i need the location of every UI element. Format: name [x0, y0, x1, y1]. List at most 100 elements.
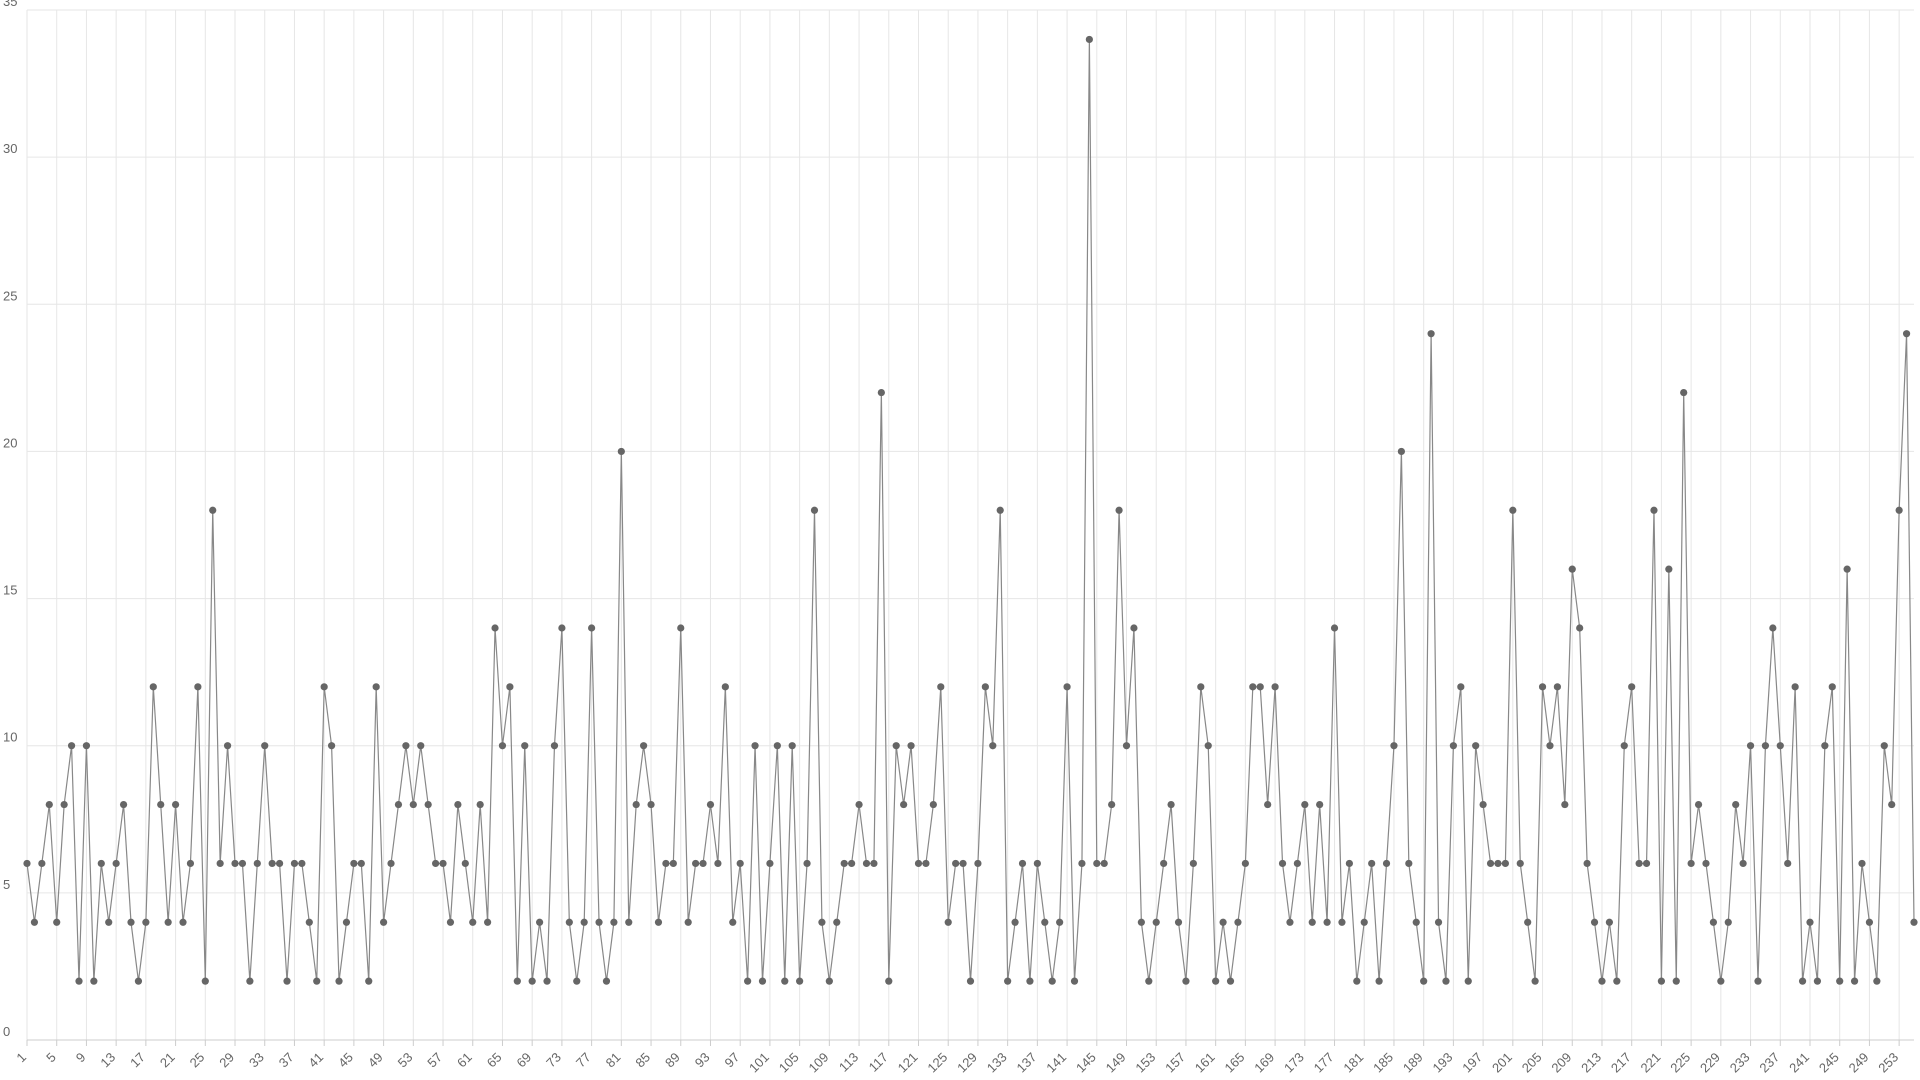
x-tick-label: 121	[895, 1050, 921, 1076]
x-tick-label: 17	[127, 1050, 148, 1071]
point	[632, 800, 640, 809]
point	[298, 859, 306, 868]
point	[1761, 742, 1770, 750]
point	[729, 918, 737, 926]
x-tick-label: 65	[484, 1050, 505, 1071]
point	[1368, 859, 1376, 868]
x-tick-label: 197	[1459, 1050, 1485, 1076]
point	[67, 742, 76, 750]
point	[1739, 859, 1747, 868]
x-tick-label: 157	[1162, 1050, 1188, 1076]
point	[1613, 977, 1621, 985]
point	[1605, 918, 1614, 926]
point	[929, 800, 937, 809]
point	[379, 918, 388, 926]
x-tick-label: 25	[187, 1050, 208, 1071]
point	[1249, 683, 1257, 691]
point	[1033, 859, 1041, 868]
point	[201, 977, 209, 985]
point	[1122, 742, 1131, 750]
point	[1516, 859, 1524, 868]
point	[469, 918, 477, 926]
point	[424, 800, 432, 809]
point	[394, 800, 403, 809]
point	[105, 918, 113, 926]
x-tick-label: 1	[13, 1050, 29, 1066]
y-tick-label: 0	[3, 1024, 10, 1039]
x-tick-label: 173	[1281, 1050, 1307, 1076]
x-tick-label: 69	[513, 1050, 534, 1071]
point	[870, 859, 878, 868]
point	[372, 683, 380, 691]
x-tick-label: 201	[1489, 1050, 1515, 1076]
y-tick-label: 20	[3, 435, 17, 450]
point	[1130, 624, 1138, 632]
point	[885, 977, 893, 985]
point	[1271, 683, 1279, 691]
x-tick-label: 33	[246, 1050, 267, 1071]
point	[1375, 977, 1383, 985]
point	[1145, 977, 1153, 985]
x-tick-label: 137	[1014, 1050, 1040, 1076]
point	[877, 388, 885, 397]
x-tick-label: 229	[1697, 1050, 1723, 1076]
point	[127, 918, 135, 926]
point	[1197, 683, 1205, 691]
point	[1219, 918, 1227, 926]
x-tick-label: 185	[1370, 1050, 1396, 1076]
point	[602, 977, 611, 985]
point	[350, 859, 358, 868]
point	[1895, 506, 1903, 514]
point	[1167, 800, 1175, 809]
point	[1078, 859, 1086, 868]
y-tick-label: 15	[3, 583, 17, 598]
point	[662, 859, 670, 868]
point	[365, 977, 373, 985]
point	[439, 859, 447, 868]
point	[1338, 918, 1346, 926]
x-tick-label: 109	[806, 1050, 832, 1076]
x-tick-label: 213	[1578, 1050, 1604, 1076]
point	[1791, 683, 1799, 691]
point	[194, 683, 202, 691]
point	[1405, 859, 1413, 868]
x-tick-label: 77	[573, 1050, 594, 1071]
point	[1694, 800, 1703, 809]
point	[1085, 35, 1093, 44]
point	[97, 859, 105, 868]
point	[966, 977, 975, 985]
point	[1427, 330, 1435, 338]
x-tick-label: 205	[1519, 1050, 1545, 1076]
point	[305, 918, 313, 926]
point	[536, 918, 544, 926]
point	[1524, 918, 1532, 926]
point	[446, 918, 455, 926]
point	[751, 742, 759, 750]
point	[1657, 977, 1666, 985]
point	[706, 800, 715, 809]
x-tick-label: 89	[662, 1050, 683, 1071]
point	[862, 859, 871, 868]
point	[803, 859, 811, 868]
point	[1798, 977, 1807, 985]
point	[521, 742, 529, 750]
point	[952, 859, 960, 868]
point	[1776, 742, 1784, 750]
x-tick-label: 105	[776, 1050, 802, 1076]
point	[1182, 977, 1190, 985]
x-tick-label: 29	[216, 1050, 237, 1071]
point	[625, 918, 633, 926]
point	[142, 918, 150, 926]
point	[1828, 683, 1836, 691]
point	[1286, 918, 1294, 926]
x-tick-label: 129	[954, 1050, 980, 1076]
point	[640, 742, 648, 750]
x-tick-label: 253	[1875, 1050, 1901, 1076]
point	[1553, 683, 1562, 691]
point	[900, 800, 908, 809]
point	[610, 918, 618, 926]
y-tick-label: 25	[3, 288, 17, 303]
point	[558, 624, 566, 632]
point	[1189, 859, 1197, 868]
point	[677, 624, 685, 632]
